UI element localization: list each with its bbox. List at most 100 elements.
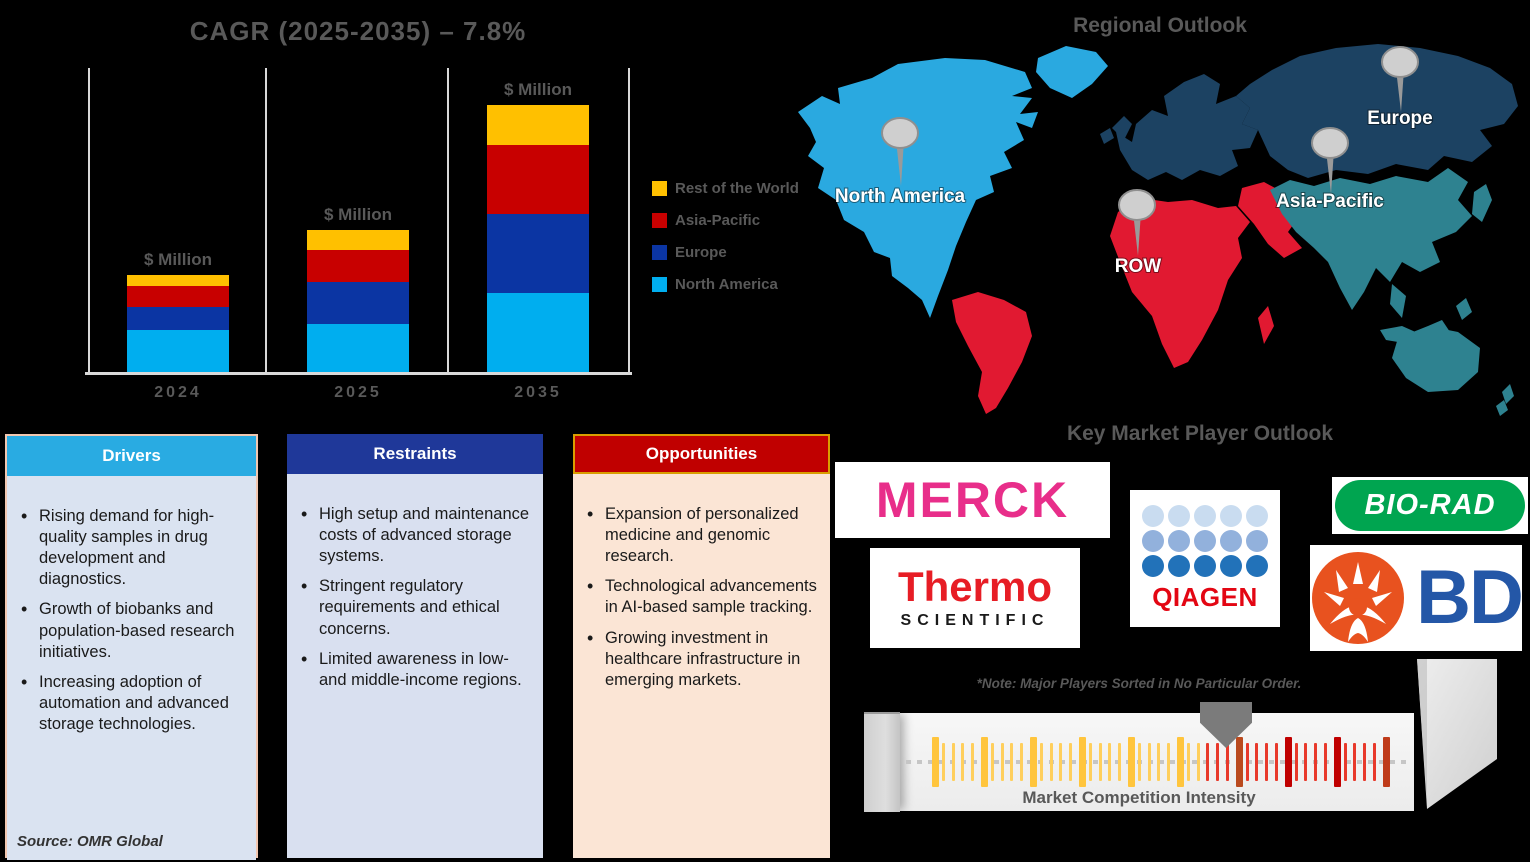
gauge-tick	[1108, 743, 1112, 781]
legend-label: Rest of the World	[675, 179, 799, 197]
map-pin-north-america	[881, 117, 919, 186]
bar-segment-europe	[307, 282, 409, 324]
gauge-tick	[1137, 743, 1141, 781]
gauge-tick	[1314, 743, 1318, 781]
region-south-america	[952, 292, 1032, 414]
source-note: Source: OMR Global	[17, 833, 163, 850]
bar-segment-north-america	[127, 330, 229, 372]
gauge-tick	[1069, 743, 1073, 781]
bio-rad-logo-text: BIO-RAD	[1364, 489, 1496, 521]
restraints-header: Restraints	[287, 434, 543, 474]
bar-segment-north-america	[487, 293, 589, 372]
bar-segment-north-america	[307, 324, 409, 372]
opportunities-body: Expansion of personalized medicine and g…	[573, 474, 830, 858]
gauge-tick	[1245, 743, 1249, 781]
region-north-america	[798, 58, 1038, 318]
qiagen-dot	[1142, 554, 1164, 577]
bio-rad-pill: BIO-RAD	[1335, 480, 1525, 531]
map-title: Regional Outlook	[1073, 14, 1247, 37]
gauge-tick	[961, 743, 965, 781]
x-axis-label: 2024	[154, 384, 202, 401]
map-label-row: ROW	[1115, 256, 1162, 277]
gauge-tick	[1343, 743, 1347, 781]
bar-segment-rest-of-the-world	[487, 105, 589, 145]
gauge-tick	[1275, 743, 1278, 781]
bar-chart-plot: $ Million 2024 $ Million 2025 $ Million 2035	[88, 68, 628, 401]
chart-legend: Rest of the World Asia-Pacific Europe North…	[652, 172, 799, 300]
qiagen-dot	[1194, 529, 1216, 552]
gauge-label: Market Competition Intensity	[1022, 788, 1256, 807]
legend-label: North America	[675, 275, 778, 293]
gauge-tick	[1206, 743, 1210, 781]
drivers-box: Drivers Rising demand for high-quality s…	[5, 434, 258, 860]
region-indonesia	[1380, 298, 1472, 344]
gauge-tick	[1216, 743, 1220, 781]
gauge-tick	[1294, 743, 1298, 781]
chart-title: CAGR (2025-2035) – 7.8%	[189, 16, 527, 46]
region-ireland	[1100, 128, 1114, 144]
gauge-left-cap	[864, 712, 900, 812]
bar-segment-rest-of-the-world	[127, 275, 229, 286]
gauge-tick	[1226, 743, 1229, 781]
gauge-tick	[1235, 737, 1243, 787]
gauge-tick	[1147, 743, 1151, 781]
region-japan	[1472, 184, 1492, 222]
qiagen-dot	[1194, 554, 1216, 577]
stacked-bar	[487, 105, 589, 372]
competition-gauge: Market Competition Intensity	[864, 655, 1530, 820]
qiagen-dot	[1220, 504, 1242, 527]
drivers-header: Drivers	[7, 436, 256, 476]
legend-item: North America	[652, 268, 799, 300]
map-pin-europe	[1381, 46, 1419, 112]
region-russia	[1236, 44, 1518, 178]
region-europe-west	[1116, 74, 1258, 180]
chart-frame-line	[88, 68, 90, 375]
bar-segment-europe	[487, 214, 589, 293]
gauge-tick	[1196, 743, 1200, 781]
qiagen-dot	[1220, 554, 1242, 577]
chart-frame-line	[447, 68, 449, 375]
qiagen-logo: QIAGEN	[1130, 490, 1280, 627]
bar-segment-asia-pacific	[127, 286, 229, 307]
gauge-tick	[971, 743, 975, 781]
qiagen-dot	[1168, 529, 1190, 552]
gauge-tick	[990, 743, 994, 781]
bar-value-label: $ Million	[324, 205, 392, 224]
bullet-item: Technological advancements in AI-based s…	[585, 575, 818, 618]
ribbon-fold	[1417, 659, 1497, 809]
world-map: North America ROW Asia-Pacific Europe	[798, 44, 1518, 416]
region-greenland	[1036, 46, 1108, 98]
bd-logo-text: BD	[1416, 555, 1524, 640]
gauge-tick	[1098, 743, 1102, 781]
bullet-item: Limited awareness in low- and middle-inc…	[299, 648, 531, 691]
bar-column-2035: $ Million 2035	[448, 68, 628, 401]
chart-frame-line	[628, 68, 630, 375]
bar-segment-europe	[127, 307, 229, 330]
scientific-logo-text: SCIENTIFIC	[900, 612, 1050, 629]
players-note: *Note: Major Players Sorted in No Partic…	[976, 676, 1302, 691]
qiagen-dot	[1168, 504, 1190, 527]
bullet-item: Stringent regulatory requirements and et…	[299, 575, 531, 639]
map-pin-asia-pacific	[1311, 127, 1349, 194]
drivers-bullet-list: Rising demand for high-quality samples i…	[19, 505, 244, 735]
qiagen-dot	[1142, 504, 1164, 527]
gauge-tick	[1265, 743, 1269, 781]
region-se-asia	[1390, 284, 1406, 318]
legend-label: Europe	[675, 243, 727, 261]
gauge-tick	[1128, 737, 1135, 787]
gauge-tick	[981, 737, 988, 787]
gauge-tick	[1255, 743, 1259, 781]
bar-column-2025: $ Million 2025	[268, 68, 448, 401]
gauge-tick	[1363, 743, 1367, 781]
chart-x-axis	[85, 372, 632, 375]
merck-logo-text: MERCK	[875, 472, 1070, 528]
gauge-tick	[1088, 743, 1092, 781]
gauge-tick	[1353, 743, 1357, 781]
gauge-tick	[1000, 743, 1004, 781]
gauge-tick	[1304, 743, 1308, 781]
qiagen-dot	[1246, 529, 1268, 552]
legend-swatch	[652, 276, 667, 292]
opportunities-header: Opportunities	[573, 434, 830, 474]
bullet-item: High setup and maintenance costs of adva…	[299, 503, 531, 567]
map-label-north-america: North America	[835, 186, 966, 207]
